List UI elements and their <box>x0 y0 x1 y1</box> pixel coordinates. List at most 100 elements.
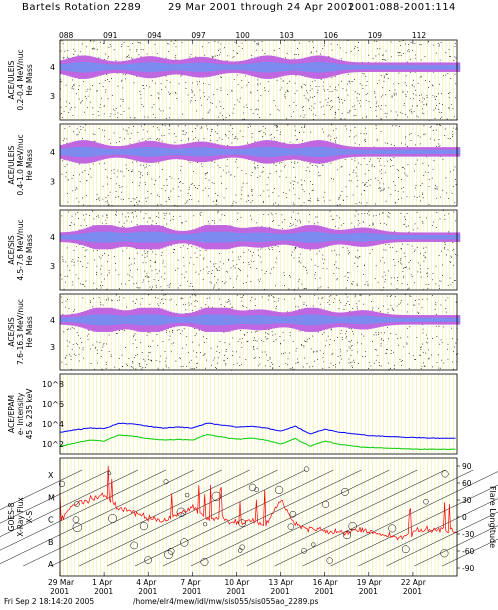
scatter-point <box>322 85 324 87</box>
scatter-point <box>455 97 457 99</box>
mass-band-core <box>457 65 461 70</box>
scatter-point <box>177 178 179 180</box>
scatter-point <box>454 46 456 47</box>
mass-band-core <box>442 65 446 70</box>
scatter-point <box>65 84 67 86</box>
scatter-point <box>276 126 277 128</box>
scatter-point <box>186 201 187 203</box>
mass-band-core <box>398 65 402 70</box>
scatter-point <box>71 87 73 89</box>
scatter-point <box>438 93 439 95</box>
mass-band-core <box>201 62 205 72</box>
scatter-point <box>286 118 287 120</box>
scatter-point <box>257 109 259 111</box>
scatter-point <box>406 196 408 198</box>
scatter-point <box>140 56 142 58</box>
scatter-point <box>245 104 247 106</box>
scatter-point <box>157 194 158 196</box>
scatter-point <box>232 203 234 204</box>
scatter-point <box>80 102 82 104</box>
scatter-point <box>113 172 115 174</box>
scatter-point <box>410 133 412 135</box>
scatter-point <box>140 49 142 51</box>
mass-band-core <box>271 62 275 73</box>
scatter-point <box>289 104 291 106</box>
scatter-point <box>380 187 381 189</box>
mass-band-core <box>107 64 111 71</box>
scatter-point <box>219 167 221 169</box>
scatter-point <box>415 89 416 91</box>
scatter-point <box>314 96 315 98</box>
scatter-point <box>139 182 141 184</box>
scatter-point <box>285 57 286 59</box>
scatter-point <box>349 110 351 112</box>
scatter-point <box>151 178 153 180</box>
scatter-point <box>450 171 451 173</box>
scatter-point <box>400 188 402 190</box>
scatter-point <box>352 169 354 171</box>
scatter-point <box>115 191 117 193</box>
mass-band-core <box>89 62 93 73</box>
scatter-point <box>129 143 131 145</box>
scatter-point <box>375 110 377 112</box>
scatter-point <box>157 127 158 129</box>
scatter-point <box>390 143 392 145</box>
scatter-point <box>306 90 307 92</box>
scatter-point <box>108 204 110 206</box>
scatter-point <box>385 73 387 75</box>
scatter-point <box>85 98 87 99</box>
scatter-point <box>136 49 138 50</box>
scatter-point <box>208 83 210 85</box>
scatter-point <box>384 142 386 144</box>
scatter-point <box>378 160 380 162</box>
scatter-point <box>410 140 412 141</box>
scatter-point <box>454 56 456 58</box>
scatter-point <box>342 199 344 201</box>
scatter-point <box>403 105 405 106</box>
scatter-point <box>89 168 91 170</box>
scatter-point <box>206 128 208 130</box>
mass-band-core <box>421 65 425 70</box>
scatter-point <box>372 57 374 59</box>
mass-band-core <box>304 62 308 72</box>
scatter-point <box>340 80 342 82</box>
scatter-point <box>356 166 357 168</box>
mass-band-core <box>215 63 220 71</box>
scatter-point <box>98 82 100 84</box>
scatter-point <box>257 84 259 86</box>
mass-band-core <box>336 63 340 71</box>
scatter-point <box>261 171 263 173</box>
scatter-point <box>241 189 243 191</box>
scatter-point <box>99 199 101 201</box>
scatter-point <box>212 56 214 58</box>
scatter-point <box>408 134 410 136</box>
mass-band-core <box>154 62 158 72</box>
scatter-point <box>169 117 170 119</box>
scatter-point <box>237 99 239 101</box>
scatter-point <box>180 169 181 171</box>
scatter-point <box>76 188 78 190</box>
scatter-point <box>254 168 256 170</box>
mass-band-core <box>430 65 434 70</box>
scatter-point <box>250 92 252 94</box>
scatter-point <box>379 158 381 159</box>
scatter-point <box>232 56 234 58</box>
scatter-point <box>446 118 448 120</box>
scatter-point <box>412 84 413 86</box>
scatter-point <box>161 135 163 137</box>
scatter-point <box>309 170 311 172</box>
scatter-point <box>455 128 457 130</box>
scatter-point <box>357 180 359 181</box>
scatter-point <box>397 114 398 116</box>
mass-band-core <box>262 61 267 73</box>
scatter-point <box>235 135 237 137</box>
scatter-point <box>126 56 128 58</box>
scatter-point <box>262 136 264 137</box>
scatter-point <box>439 111 441 113</box>
scatter-point <box>295 104 297 106</box>
scatter-point <box>67 50 69 52</box>
scatter-point <box>109 115 111 117</box>
scatter-point <box>127 54 129 56</box>
scatter-point <box>61 173 63 175</box>
